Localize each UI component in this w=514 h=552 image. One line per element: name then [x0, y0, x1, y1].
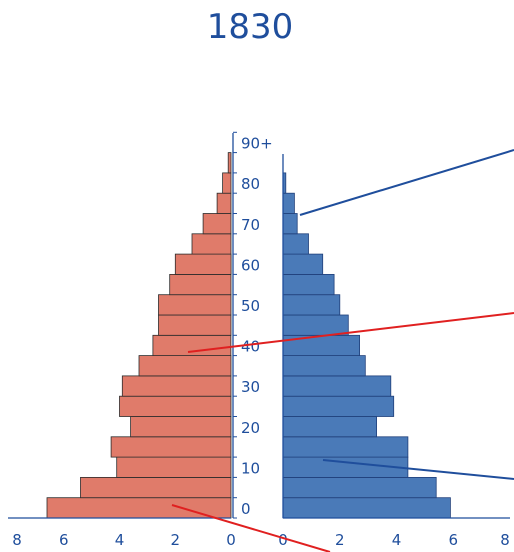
bar-left-age-group-13: [191, 233, 232, 255]
x-tick-left-6: 6: [59, 531, 69, 549]
bar-left-age-group-5: [119, 395, 232, 417]
x-tick-right-0: 0: [278, 531, 288, 549]
x-tick-right-2: 2: [335, 531, 345, 549]
pointer-line-blue-10: [322, 459, 514, 480]
bar-left-age-group-4: [130, 416, 232, 438]
x-tick-left-4: 4: [115, 531, 125, 549]
age-label-90-plus: 90+: [241, 135, 273, 153]
bar-left-age-group-15: [216, 192, 232, 214]
x-tick-left-8: 8: [12, 531, 22, 549]
bar-right-age-group-0: [282, 497, 451, 519]
bar-right-age-group-11: [282, 273, 335, 296]
x-tick-labels: 8 6 4 2 0 0 2 4 6 8: [12, 531, 510, 549]
age-label-0: 0: [241, 500, 251, 518]
bar-left-age-group-14: [202, 213, 232, 235]
axes: [8, 131, 510, 519]
age-labels: 0 10 20 30 40 50 60 70 80 90+: [241, 135, 273, 518]
bar-left-age-group-6: [121, 375, 232, 397]
bar-left-age-group-8: [152, 334, 232, 356]
age-label-40: 40: [241, 338, 260, 356]
age-label-30: 30: [241, 378, 260, 396]
bar-left-age-group-1: [80, 476, 232, 499]
x-tick-left-0: 0: [226, 531, 236, 549]
bar-right-age-group-5: [282, 395, 395, 417]
x-tick-right-6: 6: [449, 531, 459, 549]
x-tick-right-8: 8: [500, 531, 510, 549]
right-bars: [282, 172, 451, 519]
bar-right-age-group-1: [282, 476, 437, 499]
bar-left-age-group-2: [116, 456, 232, 478]
bar-right-age-group-9: [282, 314, 349, 336]
bar-right-age-group-10: [282, 294, 341, 316]
bar-right-age-group-3: [282, 436, 409, 458]
bar-right-age-group-15: [282, 192, 295, 214]
bar-right-age-group-4: [282, 416, 377, 438]
x-tick-left-2: 2: [171, 531, 181, 549]
age-label-60: 60: [241, 256, 260, 274]
left-bars: [46, 152, 232, 519]
bar-right-age-group-13: [282, 233, 309, 255]
bar-left-age-group-12: [174, 253, 232, 275]
bar-left-age-group-10: [158, 294, 232, 316]
age-label-80: 80: [241, 175, 260, 193]
pointer-line-red-40: [187, 312, 514, 353]
annotation-lines: [171, 149, 514, 552]
bar-right-age-group-14: [282, 213, 298, 235]
age-label-20: 20: [241, 419, 260, 437]
bar-left-age-group-16: [222, 172, 232, 194]
pointer-line-blue-70: [299, 149, 514, 216]
x-tick-right-4: 4: [392, 531, 402, 549]
bar-left-age-group-9: [158, 314, 232, 336]
age-label-70: 70: [241, 216, 260, 234]
bar-right-age-group-6: [282, 375, 392, 397]
bar-left-age-group-17: [227, 152, 232, 174]
bar-left-age-group-7: [138, 355, 232, 377]
bar-right-age-group-12: [282, 253, 324, 275]
age-label-10: 10: [241, 459, 260, 477]
bar-left-age-group-11: [169, 273, 232, 296]
chart-title: 1830: [207, 7, 294, 47]
bar-left-age-group-3: [110, 436, 232, 458]
pointer-line-red-0: [171, 504, 331, 552]
age-label-50: 50: [241, 297, 260, 315]
bar-right-age-group-7: [282, 355, 366, 377]
